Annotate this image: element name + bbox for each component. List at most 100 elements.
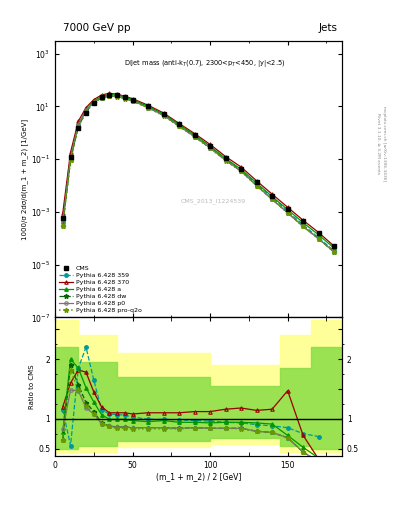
Legend: CMS, Pythia 6.428 359, Pythia 6.428 370, Pythia 6.428 a, Pythia 6.428 dw, Pythia: CMS, Pythia 6.428 359, Pythia 6.428 370,… bbox=[58, 265, 143, 314]
Pythia 6.428 359 bbox=[146, 104, 151, 110]
Pythia 6.428 p0 bbox=[208, 145, 213, 151]
Pythia 6.428 p0 bbox=[107, 93, 112, 99]
Pythia 6.428 a bbox=[61, 219, 65, 225]
Pythia 6.428 a bbox=[123, 94, 127, 100]
Pythia 6.428 359 bbox=[177, 122, 182, 129]
Pythia 6.428 dw bbox=[92, 99, 96, 105]
Pythia 6.428 pro-q2o bbox=[316, 236, 321, 242]
Pythia 6.428 dw bbox=[115, 93, 119, 99]
Pythia 6.428 359 bbox=[76, 122, 81, 128]
Pythia 6.428 dw bbox=[223, 157, 228, 163]
Pythia 6.428 dw bbox=[107, 93, 112, 99]
CMS bbox=[192, 132, 197, 138]
Pythia 6.428 p0 bbox=[61, 219, 65, 225]
Pythia 6.428 370 bbox=[61, 210, 65, 216]
Pythia 6.428 a bbox=[254, 180, 259, 186]
Pythia 6.428 dw bbox=[270, 196, 274, 202]
Pythia 6.428 a bbox=[332, 245, 336, 251]
Y-axis label: 1000/σ 2dσ/d(m_1 + m_2) [1/GeV]: 1000/σ 2dσ/d(m_1 + m_2) [1/GeV] bbox=[21, 119, 28, 240]
CMS bbox=[68, 154, 73, 160]
CMS bbox=[161, 111, 166, 117]
CMS bbox=[107, 92, 112, 98]
Pythia 6.428 pro-q2o bbox=[84, 109, 88, 115]
Pythia 6.428 pro-q2o bbox=[223, 158, 228, 164]
CMS bbox=[316, 230, 321, 236]
Pythia 6.428 a bbox=[92, 98, 96, 104]
Pythia 6.428 a bbox=[177, 121, 182, 127]
Line: Pythia 6.428 359: Pythia 6.428 359 bbox=[61, 94, 336, 253]
Text: 7000 GeV pp: 7000 GeV pp bbox=[63, 23, 130, 33]
Pythia 6.428 p0 bbox=[301, 223, 305, 229]
CMS bbox=[332, 243, 336, 249]
Pythia 6.428 pro-q2o bbox=[61, 223, 65, 229]
Pythia 6.428 370 bbox=[115, 91, 119, 97]
Pythia 6.428 359 bbox=[161, 112, 166, 118]
Pythia 6.428 pro-q2o bbox=[301, 223, 305, 229]
Pythia 6.428 359 bbox=[130, 97, 135, 103]
Pythia 6.428 dw bbox=[146, 104, 151, 111]
Pythia 6.428 dw bbox=[130, 98, 135, 104]
Pythia 6.428 pro-q2o bbox=[208, 145, 213, 152]
Pythia 6.428 359 bbox=[99, 95, 104, 101]
Line: Pythia 6.428 370: Pythia 6.428 370 bbox=[61, 92, 336, 248]
Pythia 6.428 dw bbox=[239, 168, 244, 174]
Pythia 6.428 p0 bbox=[130, 98, 135, 104]
Pythia 6.428 pro-q2o bbox=[177, 123, 182, 130]
Pythia 6.428 359 bbox=[68, 154, 73, 160]
Text: Jets: Jets bbox=[319, 23, 338, 33]
Pythia 6.428 p0 bbox=[99, 95, 104, 101]
Pythia 6.428 pro-q2o bbox=[115, 94, 119, 100]
Pythia 6.428 370 bbox=[68, 150, 73, 156]
Pythia 6.428 370 bbox=[254, 178, 259, 184]
Pythia 6.428 p0 bbox=[84, 108, 88, 114]
Pythia 6.428 359 bbox=[84, 108, 88, 114]
Pythia 6.428 p0 bbox=[285, 210, 290, 216]
Line: Pythia 6.428 dw: Pythia 6.428 dw bbox=[61, 93, 336, 254]
Pythia 6.428 pro-q2o bbox=[76, 124, 81, 130]
Pythia 6.428 370 bbox=[107, 90, 112, 96]
Pythia 6.428 a bbox=[84, 108, 88, 114]
Pythia 6.428 359 bbox=[115, 93, 119, 99]
Pythia 6.428 dw bbox=[254, 183, 259, 189]
X-axis label: (m_1 + m_2) / 2 [GeV]: (m_1 + m_2) / 2 [GeV] bbox=[156, 472, 241, 481]
Pythia 6.428 370 bbox=[84, 104, 88, 111]
Pythia 6.428 dw bbox=[76, 123, 81, 130]
Pythia 6.428 dw bbox=[68, 157, 73, 163]
Pythia 6.428 p0 bbox=[316, 236, 321, 242]
Pythia 6.428 370 bbox=[223, 154, 228, 160]
Y-axis label: Ratio to CMS: Ratio to CMS bbox=[29, 365, 35, 409]
Pythia 6.428 dw bbox=[316, 236, 321, 242]
Pythia 6.428 pro-q2o bbox=[68, 157, 73, 163]
Line: Pythia 6.428 a: Pythia 6.428 a bbox=[61, 93, 336, 250]
Text: Dijet mass (anti-k$_{T}$(0.7), 2300<p$_{T}$<450, |y|<2.5): Dijet mass (anti-k$_{T}$(0.7), 2300<p$_{… bbox=[123, 57, 285, 69]
Pythia 6.428 dw bbox=[332, 249, 336, 255]
Pythia 6.428 dw bbox=[301, 223, 305, 229]
Pythia 6.428 a bbox=[239, 166, 244, 173]
Pythia 6.428 370 bbox=[270, 191, 274, 197]
Pythia 6.428 a bbox=[192, 132, 197, 138]
Pythia 6.428 370 bbox=[208, 141, 213, 147]
Pythia 6.428 a bbox=[99, 93, 104, 99]
Pythia 6.428 dw bbox=[177, 123, 182, 129]
CMS bbox=[76, 125, 81, 131]
Pythia 6.428 pro-q2o bbox=[161, 113, 166, 119]
Pythia 6.428 p0 bbox=[92, 99, 96, 105]
CMS bbox=[99, 94, 104, 100]
Pythia 6.428 a bbox=[270, 194, 274, 200]
Pythia 6.428 pro-q2o bbox=[192, 134, 197, 140]
CMS bbox=[270, 193, 274, 199]
Pythia 6.428 p0 bbox=[161, 113, 166, 119]
CMS bbox=[123, 94, 127, 100]
Pythia 6.428 a bbox=[107, 92, 112, 98]
Pythia 6.428 pro-q2o bbox=[146, 105, 151, 111]
Pythia 6.428 a bbox=[301, 220, 305, 226]
Pythia 6.428 p0 bbox=[146, 104, 151, 111]
CMS bbox=[223, 155, 228, 161]
Pythia 6.428 370 bbox=[301, 217, 305, 223]
Text: Rivet 3.1.10, ≥ 3.2M events: Rivet 3.1.10, ≥ 3.2M events bbox=[376, 113, 380, 174]
Pythia 6.428 370 bbox=[285, 204, 290, 210]
Pythia 6.428 370 bbox=[192, 131, 197, 137]
CMS bbox=[115, 92, 119, 98]
Pythia 6.428 a bbox=[68, 156, 73, 162]
Pythia 6.428 a bbox=[223, 156, 228, 162]
